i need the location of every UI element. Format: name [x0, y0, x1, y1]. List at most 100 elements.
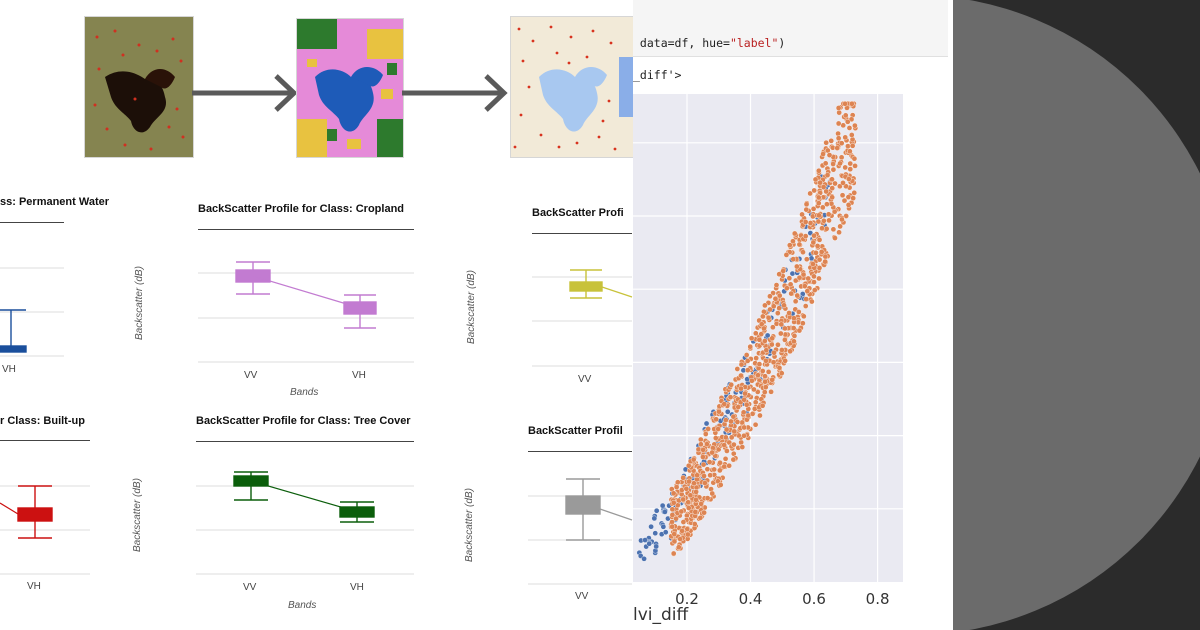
scatter-points	[636, 100, 859, 562]
scatter-point	[704, 441, 710, 447]
scatter-point	[805, 275, 812, 282]
scatter-point	[700, 454, 706, 460]
x-axis-label: Bands	[290, 387, 319, 398]
scatter-point	[789, 270, 796, 277]
scatter-point	[815, 218, 822, 225]
scatter-point	[807, 190, 813, 197]
code-cell[interactable]: data=df, hue="label")	[633, 0, 948, 57]
scatter-point	[849, 143, 856, 149]
scatter-point	[829, 176, 835, 183]
scatter-point	[776, 364, 783, 371]
scatter-point	[761, 325, 767, 332]
scatter-point	[849, 100, 855, 107]
scatter-point	[824, 147, 831, 154]
scatter-point	[796, 327, 803, 334]
scatter-point	[685, 499, 691, 505]
scatter-point	[734, 366, 741, 372]
scatter-point	[697, 436, 704, 443]
tick-label-vh: VH	[2, 364, 16, 375]
scatter-point	[770, 359, 777, 366]
scatter-point	[839, 216, 845, 223]
scatter-point	[727, 394, 734, 400]
scatter-point	[790, 238, 796, 245]
scatter-point	[762, 338, 768, 344]
scatter-plot: 0.2 0.4 0.6 0.8	[633, 94, 903, 608]
scatter-point	[842, 100, 848, 107]
box-vv	[569, 269, 603, 299]
scatter-point	[826, 152, 833, 158]
scatter-point	[792, 298, 799, 305]
scatter-point	[817, 179, 823, 186]
scatter-point	[680, 519, 687, 525]
scatter-point	[775, 310, 781, 316]
scatter-point	[810, 239, 817, 246]
scatter-point	[700, 461, 707, 468]
tick-label-vv: VV	[243, 582, 257, 593]
scatter-point	[723, 434, 729, 441]
scatter-point	[846, 176, 852, 182]
scatter-point	[791, 338, 797, 345]
scatter-point	[691, 521, 698, 527]
scatter-point	[741, 432, 747, 439]
scatter-point	[816, 275, 822, 282]
scatter-point	[675, 544, 682, 551]
scatter-point	[835, 120, 842, 127]
scatter-point	[796, 241, 803, 248]
tick-label-vh: VH	[352, 370, 366, 381]
scatter-point	[816, 237, 823, 243]
scatter-point	[792, 277, 799, 284]
scatter-point	[756, 361, 763, 367]
scatter-point	[709, 449, 715, 456]
scatter-point	[762, 373, 768, 380]
scatter-point	[712, 435, 719, 441]
scatter-point	[659, 502, 666, 509]
scatter-point	[698, 501, 704, 507]
code-text-end: )	[778, 36, 786, 50]
scatter-point	[673, 484, 680, 490]
scatter-point	[799, 211, 805, 218]
scatter-point	[829, 194, 835, 201]
scatter-point	[838, 140, 845, 146]
scatter-point	[830, 166, 837, 173]
scatter-point	[840, 180, 846, 186]
scatter-point	[641, 555, 647, 562]
scatter-point	[685, 505, 692, 511]
scatter-point	[652, 530, 659, 537]
scatter-point	[726, 462, 732, 469]
scatter-point	[684, 526, 691, 532]
scatter-point	[781, 302, 787, 309]
scatter-point	[716, 408, 722, 415]
scatter-point	[830, 161, 836, 167]
scatter-point	[829, 185, 836, 191]
scatter-point	[738, 439, 744, 446]
landcover-classification-map	[296, 18, 404, 158]
scatter-point	[743, 401, 750, 408]
scatter-point	[779, 347, 785, 353]
scatter-point	[753, 330, 759, 337]
scatter-point	[759, 402, 766, 409]
scatter-point	[810, 261, 816, 267]
scatter-point	[800, 271, 807, 278]
scatter-point	[782, 331, 789, 338]
scatter-point	[761, 389, 768, 395]
tick-label-vv: VV	[575, 591, 589, 602]
scatter-point	[669, 519, 675, 525]
median-line	[601, 286, 633, 298]
scatter-point	[819, 204, 826, 211]
scatter-point	[669, 523, 675, 530]
scatter-point	[762, 302, 768, 309]
scatter-point	[687, 492, 694, 499]
scatter-point	[822, 253, 829, 260]
scatter-point	[693, 496, 699, 503]
scatter-point	[810, 206, 817, 212]
scatter-point	[819, 225, 825, 232]
scatter-point	[794, 292, 801, 299]
tick-label-vv: VV	[244, 370, 258, 381]
median-line	[0, 502, 19, 515]
scatter-point	[776, 292, 783, 299]
scatter-point	[842, 164, 848, 171]
scatter-point	[717, 459, 723, 466]
scatter-point	[842, 134, 849, 141]
scatter-point	[822, 258, 828, 265]
scatter-point	[809, 298, 815, 305]
